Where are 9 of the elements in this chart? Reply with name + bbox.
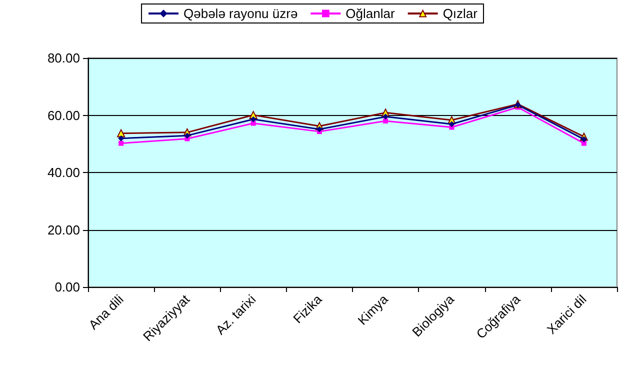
- y-tick-label: 0.00: [54, 280, 80, 294]
- y-tick-label: 40.00: [47, 165, 80, 180]
- y-tick-label: 80.00: [47, 50, 80, 66]
- y-tick-label: 60.00: [47, 108, 80, 123]
- y-tick-label: 20.00: [47, 222, 80, 238]
- x-tick-label: Ana dili: [86, 292, 126, 332]
- legend-label: Oğlanlar: [346, 6, 396, 21]
- legend-label: Qəbələ rayonu üzrə: [184, 6, 298, 21]
- legend-label: Qızlar: [442, 6, 478, 21]
